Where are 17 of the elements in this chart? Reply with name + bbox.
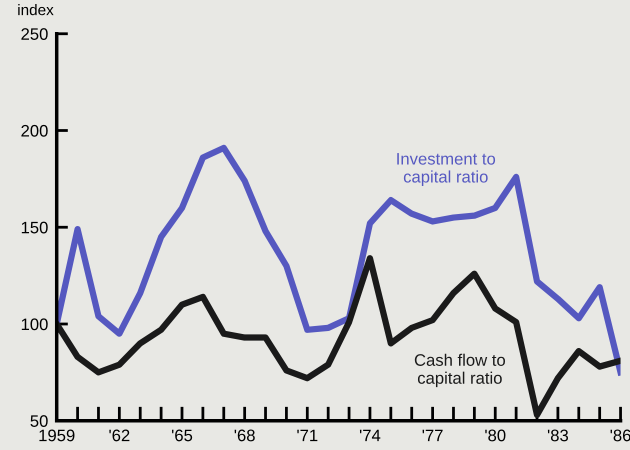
y-tick-label: 100	[22, 318, 48, 330]
y-tick-label: 150	[22, 222, 48, 234]
x-tick-label: '83	[548, 430, 568, 442]
series-label: Cash flow to capital ratio	[414, 354, 506, 388]
x-tick-label: '77	[422, 430, 443, 442]
x-tick-label: 1959	[39, 430, 74, 442]
y-tick-label: 200	[21, 124, 48, 137]
x-tick-label: '80	[485, 430, 506, 442]
y-tick-label: 50	[30, 415, 48, 427]
x-tick-label: '65	[172, 430, 192, 442]
x-tick-label: '71	[297, 430, 318, 442]
y-tick-label: 250	[21, 28, 48, 40]
series-label: Investment to capital ratio	[397, 153, 496, 186]
x-tick-label: '74	[360, 430, 380, 442]
x-tick-label: '62	[109, 430, 130, 442]
y-axis-title: index	[18, 4, 54, 16]
x-tick-label: '68	[234, 430, 255, 442]
